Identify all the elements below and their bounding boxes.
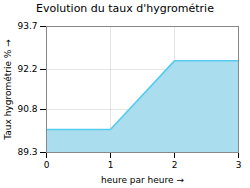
svg-text:90.8: 90.8 [17, 104, 37, 114]
svg-text:89.3: 89.3 [17, 147, 37, 157]
svg-text:Taux hygrométrie % →: Taux hygrométrie % → [3, 39, 13, 141]
svg-text:1: 1 [108, 160, 114, 170]
svg-text:92.2: 92.2 [17, 64, 37, 74]
svg-text:3: 3 [236, 160, 242, 170]
svg-text:93.7: 93.7 [17, 21, 37, 31]
svg-text:0: 0 [44, 160, 50, 170]
svg-text:heure par heure →: heure par heure → [101, 175, 184, 185]
html-text:Evolution du taux d'hygrométri: Evolution du taux d'hygrométrie [36, 2, 214, 15]
svg-text:2: 2 [172, 160, 178, 170]
